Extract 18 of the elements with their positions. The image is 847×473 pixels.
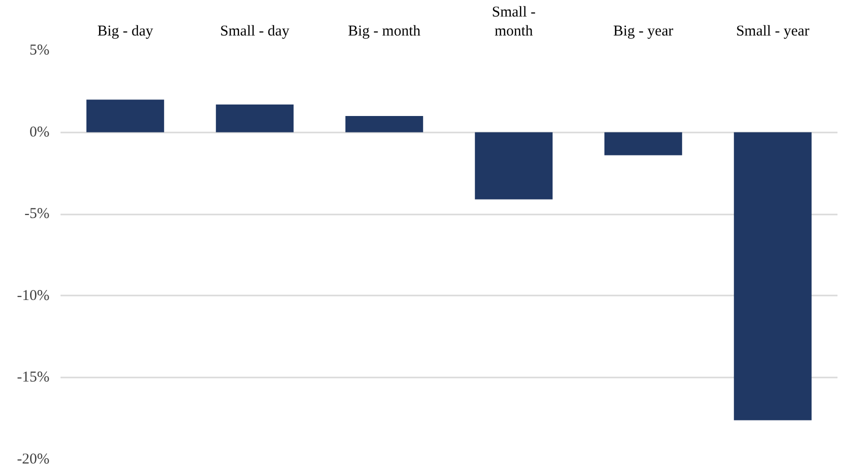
bar — [604, 132, 682, 156]
bar — [734, 132, 812, 420]
x-tick-label: Small - month — [492, 4, 536, 40]
bar — [474, 132, 553, 200]
bar — [345, 116, 424, 132]
x-tick-label: Big - day — [97, 24, 154, 40]
x-tick-label: Small - year — [736, 24, 810, 40]
y-tick-label: -10% — [17, 288, 50, 304]
bar — [86, 100, 164, 132]
y-tick-label: 5% — [30, 42, 50, 58]
y-tick-label: -15% — [17, 370, 50, 386]
y-tick-label: 0% — [30, 124, 50, 140]
y-tick-label: -20% — [17, 452, 50, 468]
x-tick-label: Big - year — [613, 24, 674, 40]
y-tick-label: -5% — [24, 206, 50, 222]
x-tick-label: Big - month — [348, 24, 421, 40]
bar — [216, 104, 294, 132]
x-tick-label: Small - day — [220, 24, 290, 40]
